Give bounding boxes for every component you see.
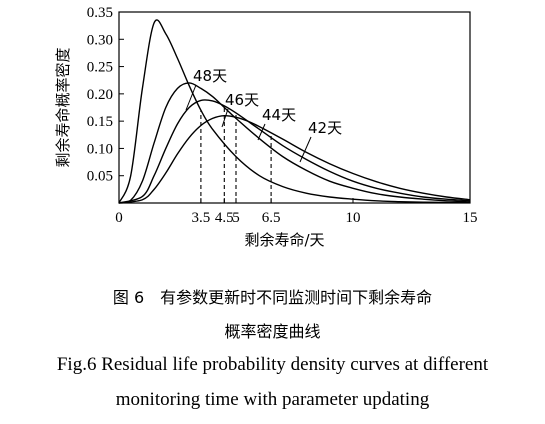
- caption-zh-line2: 概率密度曲线: [224, 322, 321, 341]
- x-tick-label: 6.5: [262, 210, 281, 226]
- curve-1: [118, 82, 471, 204]
- curve-label-leader: [299, 136, 312, 163]
- curve-label-1: 46天: [225, 91, 259, 109]
- x-tick-label: 3.5: [192, 210, 211, 226]
- y-tick-label: 0.10: [87, 141, 113, 157]
- caption-zh-line1: 图 6 有参数更新时不同监测时间下剩余寿命: [112, 288, 433, 307]
- chart: 0.05 0.10 0.15 0.20 0.25 0.30 0.35 0 3.5 4.55 6.5…: [54, 5, 478, 249]
- y-tick-label: 0.30: [87, 32, 113, 48]
- y-tick-label: 0.35: [87, 5, 113, 21]
- y-tick-label: 0.25: [87, 60, 113, 76]
- x-tick-label: 4.5: [215, 210, 234, 226]
- caption-en-line1: Fig.6 Residual life probability density …: [56, 354, 489, 375]
- x-tick-label: 15: [463, 210, 478, 226]
- curve-0: [118, 19, 471, 204]
- curve-label-0: 48天: [193, 67, 227, 85]
- y-tick-label: 0.15: [87, 114, 113, 130]
- curve-label-leader: [221, 108, 229, 128]
- y-tick-label: 0.20: [87, 87, 113, 103]
- x-tick-label: 0: [115, 210, 123, 226]
- caption-en-line2: monitoring time with parameter updating: [115, 389, 430, 410]
- x-tick-label: 5: [232, 210, 240, 226]
- curve-label-leader: [185, 84, 197, 111]
- x-tick-label: 10: [346, 210, 361, 226]
- y-tick-label: 0.05: [87, 169, 113, 185]
- x-axis-title: 剩余寿命/天: [244, 231, 324, 249]
- curve-label-3: 42天: [308, 119, 342, 137]
- curve-label-2: 44天: [262, 106, 296, 124]
- plot-frame: [118, 11, 471, 204]
- curve-3: [118, 114, 471, 204]
- curve-label-leader: [257, 123, 266, 141]
- y-axis-title: 剩余寿命概率密度: [54, 47, 72, 167]
